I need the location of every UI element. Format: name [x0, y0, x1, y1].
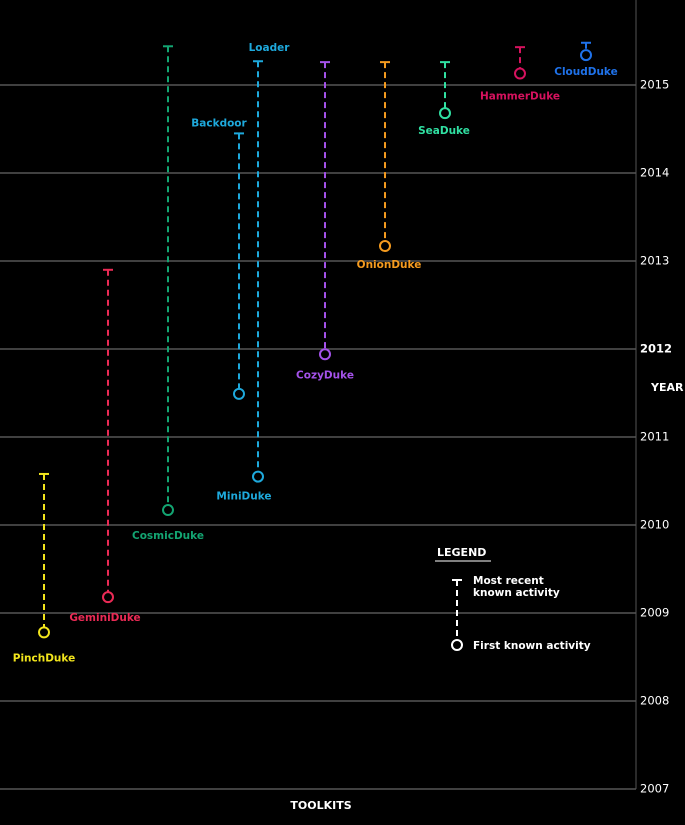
toolkit-seaduke: SeaDuke: [418, 61, 470, 137]
toolkit-label: OnionDuke: [357, 259, 422, 271]
toolkit-label: Backdoor: [191, 117, 247, 129]
y-tick-label: 2012: [640, 342, 672, 356]
toolkit-label: CloudDuke: [554, 66, 618, 78]
toolkit-label: CozyDuke: [296, 369, 354, 381]
first-activity-marker: [102, 591, 114, 604]
first-activity-marker: [252, 470, 264, 483]
y-tick-label: 2014: [640, 166, 669, 180]
y-tick-label: 2015: [640, 78, 669, 92]
toolkit-pinchduke: PinchDuke: [13, 472, 75, 664]
toolkit-label: SeaDuke: [418, 125, 470, 137]
first-activity-marker: [439, 107, 451, 120]
legend-first-known: First known activity: [473, 640, 591, 652]
y-tick-label: 2007: [640, 782, 669, 796]
toolkit-label: HammerDuke: [480, 91, 560, 103]
toolkit-backdoor: Backdoor: [191, 117, 248, 400]
first-activity-marker: [233, 387, 245, 400]
first-activity-marker: [580, 49, 592, 62]
legend: LEGEND Most recent known activity First …: [435, 546, 591, 652]
y-tick-label: 2011: [640, 430, 669, 444]
y-tick-label: 2013: [640, 254, 669, 268]
toolkit-cosmicduke: CosmicDuke: [132, 45, 204, 542]
toolkit-label: CosmicDuke: [132, 530, 204, 542]
y-axis-label: YEAR: [650, 381, 684, 394]
toolkit-hammerduke: HammerDuke: [480, 46, 560, 103]
y-tick-label: 2010: [640, 518, 669, 532]
toolkit-label: GeminiDuke: [69, 612, 140, 624]
y-tick-label: 2008: [640, 694, 669, 708]
legend-most-recent-line1: Most recent: [473, 575, 544, 587]
first-activity-marker: [162, 504, 174, 517]
legend-circle-icon: [451, 639, 463, 651]
toolkit-loader: Loader MiniDuke: [216, 42, 290, 502]
first-activity-marker: [514, 67, 526, 80]
x-axis-label: TOOLKITS: [290, 799, 351, 812]
legend-title: LEGEND: [437, 546, 486, 559]
toolkit-cozyduke: CozyDuke: [296, 61, 354, 381]
toolkit-label: PinchDuke: [13, 652, 75, 664]
y-tick-label: 2009: [640, 606, 669, 620]
legend-most-recent-line2: known activity: [473, 587, 560, 599]
toolkit-geminiduke: GeminiDuke: [69, 268, 141, 624]
toolkit-cloudduke: CloudDuke: [554, 41, 618, 78]
toolkit-label: Loader: [249, 42, 291, 54]
first-activity-marker: [319, 348, 331, 361]
first-activity-marker: [379, 240, 391, 253]
toolkit-onionduke: OnionDuke: [357, 61, 422, 271]
toolkit-group-label: MiniDuke: [216, 491, 271, 503]
first-activity-marker: [38, 626, 50, 639]
